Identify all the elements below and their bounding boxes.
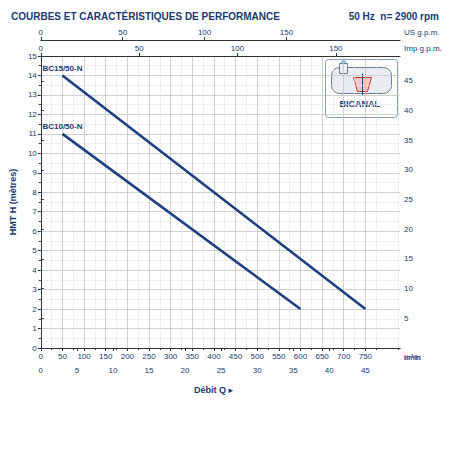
svg-text:150: 150	[99, 352, 113, 361]
svg-text:1: 1	[32, 324, 37, 333]
svg-text:550: 550	[272, 352, 286, 361]
svg-text:100: 100	[198, 28, 212, 37]
svg-text:5: 5	[404, 314, 409, 323]
svg-text:0: 0	[39, 366, 44, 375]
svg-text:US g.p.m.: US g.p.m.	[404, 28, 440, 37]
svg-text:9: 9	[32, 168, 37, 177]
svg-text:45: 45	[404, 76, 413, 85]
svg-text:350: 350	[186, 352, 200, 361]
svg-text:300: 300	[164, 352, 178, 361]
svg-text:COURBES ET CARACTÉRISTIQUES DE: COURBES ET CARACTÉRISTIQUES DE PERFORMAN…	[11, 10, 280, 22]
svg-text:0: 0	[32, 344, 37, 353]
svg-text:650: 650	[315, 352, 329, 361]
svg-text:15: 15	[145, 366, 154, 375]
svg-text:500: 500	[251, 352, 265, 361]
svg-text:BC10/50-N: BC10/50-N	[42, 122, 82, 131]
svg-text:15: 15	[28, 52, 37, 61]
svg-text:6: 6	[32, 227, 37, 236]
svg-text:100: 100	[231, 44, 245, 53]
svg-text:25: 25	[217, 366, 226, 375]
svg-text:0: 0	[39, 352, 44, 361]
svg-text:15: 15	[404, 254, 413, 263]
svg-text:50: 50	[118, 28, 127, 37]
svg-text:11: 11	[28, 129, 37, 138]
svg-text:25: 25	[404, 195, 413, 204]
svg-text:7: 7	[32, 207, 37, 216]
svg-text:0: 0	[39, 28, 44, 37]
svg-text:35: 35	[404, 136, 413, 145]
svg-text:HMT H (mètres): HMT H (mètres)	[8, 169, 18, 236]
svg-text:Imp g.p.m.: Imp g.p.m.	[404, 44, 442, 53]
svg-text:10: 10	[28, 149, 37, 158]
svg-text:45: 45	[361, 366, 370, 375]
svg-text:700: 700	[337, 352, 351, 361]
svg-text:100: 100	[77, 352, 91, 361]
svg-text:2: 2	[32, 305, 37, 314]
svg-text:450: 450	[229, 352, 243, 361]
svg-text:5: 5	[32, 246, 37, 255]
svg-text:50: 50	[135, 44, 144, 53]
svg-text:150: 150	[280, 28, 294, 37]
svg-text:40: 40	[325, 366, 334, 375]
svg-text:400: 400	[207, 352, 221, 361]
svg-text:10: 10	[404, 284, 413, 293]
svg-text:50: 50	[58, 352, 67, 361]
svg-text:13: 13	[28, 90, 37, 99]
svg-text:Débit Q ▸: Débit Q ▸	[194, 385, 234, 395]
svg-text:30: 30	[404, 165, 413, 174]
svg-text:l/min: l/min	[404, 353, 421, 362]
svg-text:150: 150	[329, 44, 343, 53]
svg-text:20: 20	[181, 366, 190, 375]
svg-text:50 Hz n= 2900 rpm: 50 Hz n= 2900 rpm	[349, 11, 439, 22]
svg-text:30: 30	[253, 366, 262, 375]
svg-text:14: 14	[28, 71, 37, 80]
svg-text:35: 35	[289, 366, 298, 375]
svg-text:m³/h: m³/h	[404, 353, 420, 362]
svg-text:40: 40	[404, 106, 413, 115]
svg-text:12: 12	[28, 110, 37, 119]
svg-text:5: 5	[75, 366, 80, 375]
svg-text:750: 750	[359, 352, 373, 361]
svg-text:10: 10	[108, 366, 117, 375]
svg-text:600: 600	[294, 352, 308, 361]
svg-text:8: 8	[32, 188, 37, 197]
svg-text:BICANAL: BICANAL	[340, 99, 381, 109]
svg-text:3: 3	[32, 285, 37, 294]
svg-text:20: 20	[404, 225, 413, 234]
svg-text:0: 0	[39, 44, 44, 53]
svg-text:4: 4	[32, 266, 37, 275]
svg-text:250: 250	[142, 352, 156, 361]
svg-text:200: 200	[121, 352, 135, 361]
svg-text:BC15/50-N: BC15/50-N	[42, 64, 82, 73]
